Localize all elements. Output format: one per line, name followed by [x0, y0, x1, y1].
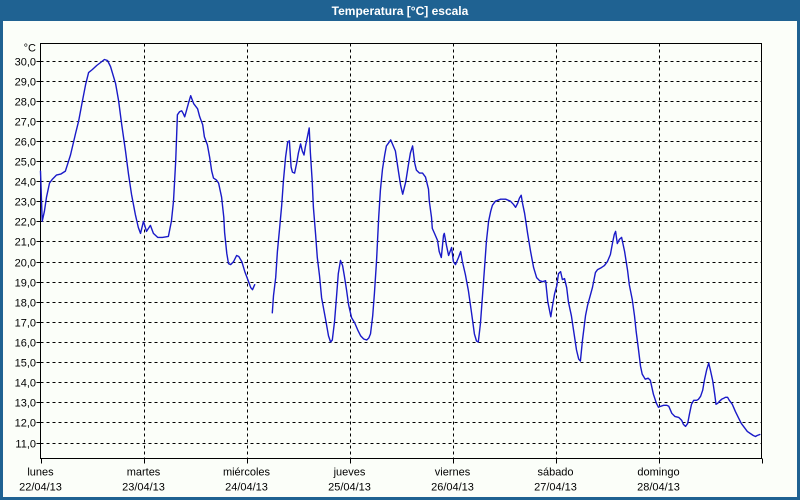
temperature-series-line	[39, 58, 256, 291]
chart-panel: 11,0 12,0 13,0 14,0 15,0 16,0 17,0 18,0 19,0 20,0…	[3, 21, 797, 497]
y-tick-label: 18,0	[15, 298, 36, 310]
y-tick-label: 17,0	[15, 318, 36, 330]
y-tick-label: 28,0	[15, 97, 36, 109]
day-name-label: miércoles	[223, 467, 271, 479]
day-name-label: jueves	[333, 467, 366, 479]
y-tick-label: 24,0	[15, 177, 36, 189]
temperature-series-line	[271, 127, 761, 438]
y-tick-label: 29,0	[15, 77, 36, 89]
day-name-label: lunes	[27, 467, 54, 479]
day-date-label: 24/04/13	[225, 482, 268, 494]
day-date-label: 28/04/13	[637, 482, 680, 494]
y-tick-label: 11,0	[15, 439, 36, 451]
window-title: Temperatura [°C] escala	[331, 3, 469, 18]
y-tick-label: 14,0	[15, 378, 36, 390]
y-tick-label: 25,0	[15, 157, 36, 169]
y-tick-label: 12,0	[15, 418, 36, 430]
y-tick-label: 21,0	[15, 237, 36, 249]
y-axis-unit-label: °C	[24, 43, 36, 55]
y-tick-label: 27,0	[15, 117, 36, 129]
y-tick-label: 23,0	[15, 197, 36, 209]
day-date-label: 25/04/13	[328, 482, 371, 494]
y-tick-label: 22,0	[15, 217, 36, 229]
day-date-label: 27/04/13	[534, 482, 577, 494]
y-tick-label: 16,0	[15, 338, 36, 350]
y-tick-label: 15,0	[15, 358, 36, 370]
day-name-label: martes	[127, 467, 161, 479]
y-tick-label: 30,0	[15, 57, 36, 69]
y-tick-label: 26,0	[15, 137, 36, 149]
y-tick-label: 20,0	[15, 258, 36, 270]
day-date-label: 22/04/13	[19, 482, 62, 494]
day-date-label: 23/04/13	[122, 482, 165, 494]
window-title-bar: Temperatura [°C] escala	[0, 0, 800, 21]
day-name-label: sábado	[537, 467, 573, 479]
day-name-label: domingo	[637, 467, 679, 479]
y-tick-label: 13,0	[15, 398, 36, 410]
plot-border	[40, 43, 762, 459]
day-date-label: 26/04/13	[431, 482, 474, 494]
temperature-chart: 11,0 12,0 13,0 14,0 15,0 16,0 17,0 18,0 19,0 20,0…	[15, 43, 763, 494]
day-name-label: viernes	[435, 467, 471, 479]
y-tick-label: 19,0	[15, 278, 36, 290]
